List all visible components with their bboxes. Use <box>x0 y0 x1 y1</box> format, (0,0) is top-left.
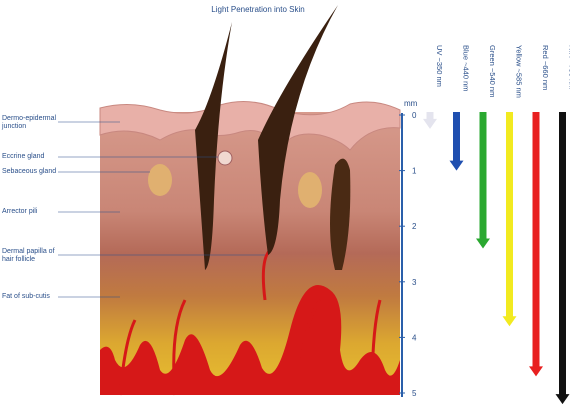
skin-label: Eccrine gland <box>2 153 45 160</box>
arrow <box>529 112 543 377</box>
leader-lines <box>58 121 265 298</box>
tick-label: 0 <box>412 111 417 120</box>
tick-label: 1 <box>412 167 417 176</box>
eccrine-gland <box>217 150 233 166</box>
wavelength-label: Yellow ~585 nm <box>515 45 524 98</box>
sebaceous-gland <box>148 164 172 196</box>
hair <box>258 5 338 255</box>
hair <box>195 22 232 270</box>
capillaries <box>118 248 382 396</box>
skin-label: Arrector pili <box>2 208 38 215</box>
skin-label: Dermo-epidermal junction <box>2 115 57 130</box>
wavelength-label: Green ~540 nm <box>488 45 497 97</box>
wavelength-label: NIR ~750 nm <box>568 45 570 89</box>
arrow <box>502 112 517 327</box>
tick-label: 4 <box>412 333 417 342</box>
wavelength-label: UV ~350 nm <box>435 45 444 87</box>
wavelength-label: Blue ~440 nm <box>462 45 471 92</box>
skin-label: Sebaceous gland <box>2 168 57 175</box>
axis-label: mm <box>404 99 418 108</box>
title: Light Penetration into Skin <box>211 5 304 14</box>
skin-label: Fat of sub-cutis <box>2 293 50 300</box>
arrow <box>449 112 464 171</box>
sebaceous-gland <box>298 172 322 208</box>
arrow <box>423 112 437 129</box>
arrow <box>476 112 490 249</box>
skin-label: Dermal papilla of hair follicle <box>2 248 55 263</box>
hair <box>330 158 351 270</box>
tick-label: 2 <box>412 222 417 231</box>
wavelength-label: Red ~660 nm <box>541 45 550 90</box>
tick-label: 3 <box>412 278 417 287</box>
tick-label: 5 <box>412 389 417 398</box>
arrow <box>555 112 570 405</box>
